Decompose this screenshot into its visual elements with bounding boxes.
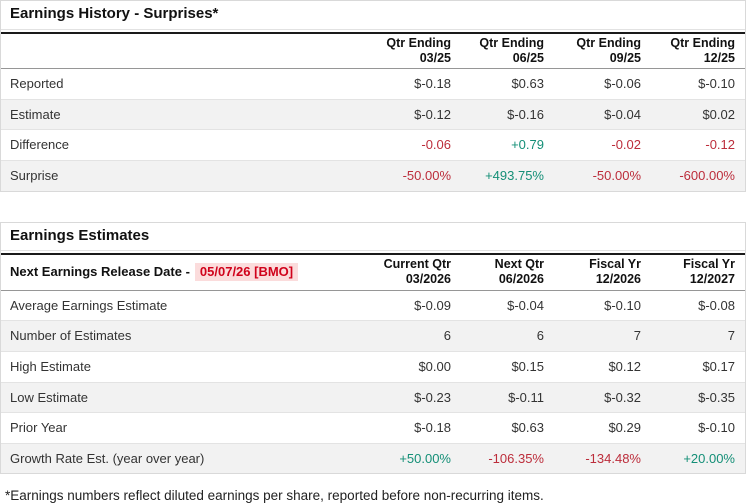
- estimates-column-header-fiscal-yr-2027: Fiscal Yr 12/2027: [651, 253, 745, 291]
- cell-value: $-0.23: [369, 381, 461, 413]
- column-header-line1: Qtr Ending: [479, 35, 544, 50]
- cell-value: $-0.10: [651, 412, 745, 444]
- cell-value: $0.15: [461, 351, 554, 383]
- cell-value: -106.35%: [461, 442, 554, 474]
- row-label: Low Estimate: [1, 381, 369, 413]
- estimates-row-low-estimate: Low Estimate $-0.23 $-0.11 $-0.32 $-0.35: [1, 381, 745, 413]
- cell-value: -0.02: [554, 129, 651, 161]
- earnings-estimates-card: Earnings Estimates Next Earnings Release…: [0, 221, 746, 475]
- estimates-column-header-current-qtr: Current Qtr 03/2026: [369, 253, 461, 291]
- cell-value: 7: [554, 320, 651, 352]
- column-header-line1: Current Qtr: [383, 257, 451, 272]
- earnings-history-card: Earnings History - Surprises* Qtr Ending…: [0, 0, 746, 192]
- row-label: Surprise: [1, 160, 369, 191]
- column-header-line2: 12/25: [703, 50, 735, 65]
- next-earnings-release-date: Next Earnings Release Date -05/07/26 [BM…: [1, 253, 369, 291]
- column-header-line2: 12/2026: [595, 272, 641, 287]
- column-header-line2: 06/2026: [498, 272, 544, 287]
- cell-value: 6: [369, 320, 461, 352]
- cell-value: +0.79: [461, 129, 554, 161]
- column-header-line2: 03/2026: [405, 272, 451, 287]
- cell-value: -50.00%: [554, 160, 651, 191]
- earnings-estimates-table: Next Earnings Release Date -05/07/26 [BM…: [1, 253, 745, 474]
- earnings-estimates-title: Earnings Estimates: [1, 223, 745, 252]
- column-header-line1: Qtr Ending: [576, 35, 641, 50]
- cell-value: -50.00%: [369, 160, 461, 191]
- row-label: Prior Year: [1, 412, 369, 444]
- row-label: Growth Rate Est. (year over year): [1, 442, 369, 474]
- earnings-estimates-header-row: Next Earnings Release Date -05/07/26 [BM…: [1, 253, 745, 291]
- history-column-header-q1: Qtr Ending 03/25: [369, 31, 461, 70]
- cell-value: 6: [461, 320, 554, 352]
- cell-value: +20.00%: [651, 442, 745, 474]
- cell-value: -0.06: [369, 129, 461, 161]
- estimates-column-header-next-qtr: Next Qtr 06/2026: [461, 253, 554, 291]
- row-label: Reported: [10, 76, 64, 92]
- column-header-line2: 03/25: [419, 50, 451, 65]
- history-row-estimate: Estimate $-0.12 $-0.16 $-0.04 $0.02: [1, 98, 745, 130]
- cell-value: $-0.06: [604, 76, 641, 92]
- cell-value: $0.29: [554, 412, 651, 444]
- cell-value: $-0.09: [414, 297, 451, 313]
- cell-value: $-0.10: [698, 76, 735, 92]
- row-label: High Estimate: [1, 351, 369, 383]
- cell-value: $-0.16: [461, 98, 554, 130]
- column-header-line2: 09/25: [609, 50, 641, 65]
- row-label: Average Earnings Estimate: [10, 297, 168, 313]
- release-date-badge: 05/07/26 [BMO]: [194, 263, 299, 281]
- estimates-column-header-fiscal-yr-2026: Fiscal Yr 12/2026: [554, 253, 651, 291]
- history-column-header-q3: Qtr Ending 09/25: [554, 31, 651, 70]
- release-date-label: Next Earnings Release Date -: [10, 264, 190, 280]
- estimates-row-high-estimate: High Estimate $0.00 $0.15 $0.12 $0.17: [1, 351, 745, 383]
- cell-value: $0.12: [554, 351, 651, 383]
- history-row-reported: Reported $-0.18 $0.63 $-0.06 $-0.10: [1, 69, 745, 100]
- earnings-history-header-row: Qtr Ending 03/25 Qtr Ending 06/25 Qtr En…: [1, 31, 745, 70]
- cell-value: $-0.18: [414, 76, 451, 92]
- cell-value: $0.63: [511, 76, 544, 92]
- column-header-line2: 06/25: [512, 50, 544, 65]
- estimates-row-growth-rate: Growth Rate Est. (year over year) +50.00…: [1, 442, 745, 474]
- history-header-empty: [1, 31, 369, 70]
- row-label: Estimate: [1, 98, 369, 130]
- cell-value: $0.63: [461, 412, 554, 444]
- row-label: Difference: [1, 129, 369, 161]
- cell-value: +50.00%: [369, 442, 461, 474]
- cell-value: $-0.04: [554, 98, 651, 130]
- column-header-line2: 12/2027: [689, 272, 735, 287]
- cell-value: $0.02: [651, 98, 745, 130]
- column-header-line1: Fiscal Yr: [589, 257, 641, 272]
- cell-value: -134.48%: [554, 442, 651, 474]
- row-label: Number of Estimates: [1, 320, 369, 352]
- column-header-line1: Next Qtr: [494, 257, 544, 272]
- column-header-line1: Fiscal Yr: [683, 257, 735, 272]
- history-row-difference: Difference -0.06 +0.79 -0.02 -0.12: [1, 129, 745, 161]
- cell-value: $-0.12: [369, 98, 461, 130]
- cell-value: $-0.32: [554, 381, 651, 413]
- earnings-history-title: Earnings History - Surprises*: [1, 1, 745, 30]
- cell-value: $-0.04: [507, 297, 544, 313]
- cell-value: $0.00: [369, 351, 461, 383]
- cell-value: 7: [651, 320, 745, 352]
- estimates-row-prior-year: Prior Year $-0.18 $0.63 $0.29 $-0.10: [1, 412, 745, 444]
- cell-value: $-0.11: [461, 381, 554, 413]
- earnings-footnote: *Earnings numbers reflect diluted earnin…: [5, 488, 544, 503]
- cell-value: -0.12: [651, 129, 745, 161]
- estimates-row-average-earnings-estimate: Average Earnings Estimate $-0.09 $-0.04 …: [1, 290, 745, 321]
- cell-value: $-0.10: [604, 297, 641, 313]
- cell-value: $-0.08: [698, 297, 735, 313]
- history-column-header-q4: Qtr Ending 12/25: [651, 31, 745, 70]
- estimates-row-number-of-estimates: Number of Estimates 6 6 7 7: [1, 320, 745, 352]
- earnings-history-table: Qtr Ending 03/25 Qtr Ending 06/25 Qtr En…: [1, 31, 745, 191]
- cell-value: $-0.18: [369, 412, 461, 444]
- column-header-line1: Qtr Ending: [670, 35, 735, 50]
- cell-value: -600.00%: [651, 160, 745, 191]
- cell-value: $0.17: [651, 351, 745, 383]
- history-column-header-q2: Qtr Ending 06/25: [461, 31, 554, 70]
- cell-value: $-0.35: [651, 381, 745, 413]
- column-header-line1: Qtr Ending: [386, 35, 451, 50]
- cell-value: +493.75%: [461, 160, 554, 191]
- history-row-surprise: Surprise -50.00% +493.75% -50.00% -600.0…: [1, 160, 745, 191]
